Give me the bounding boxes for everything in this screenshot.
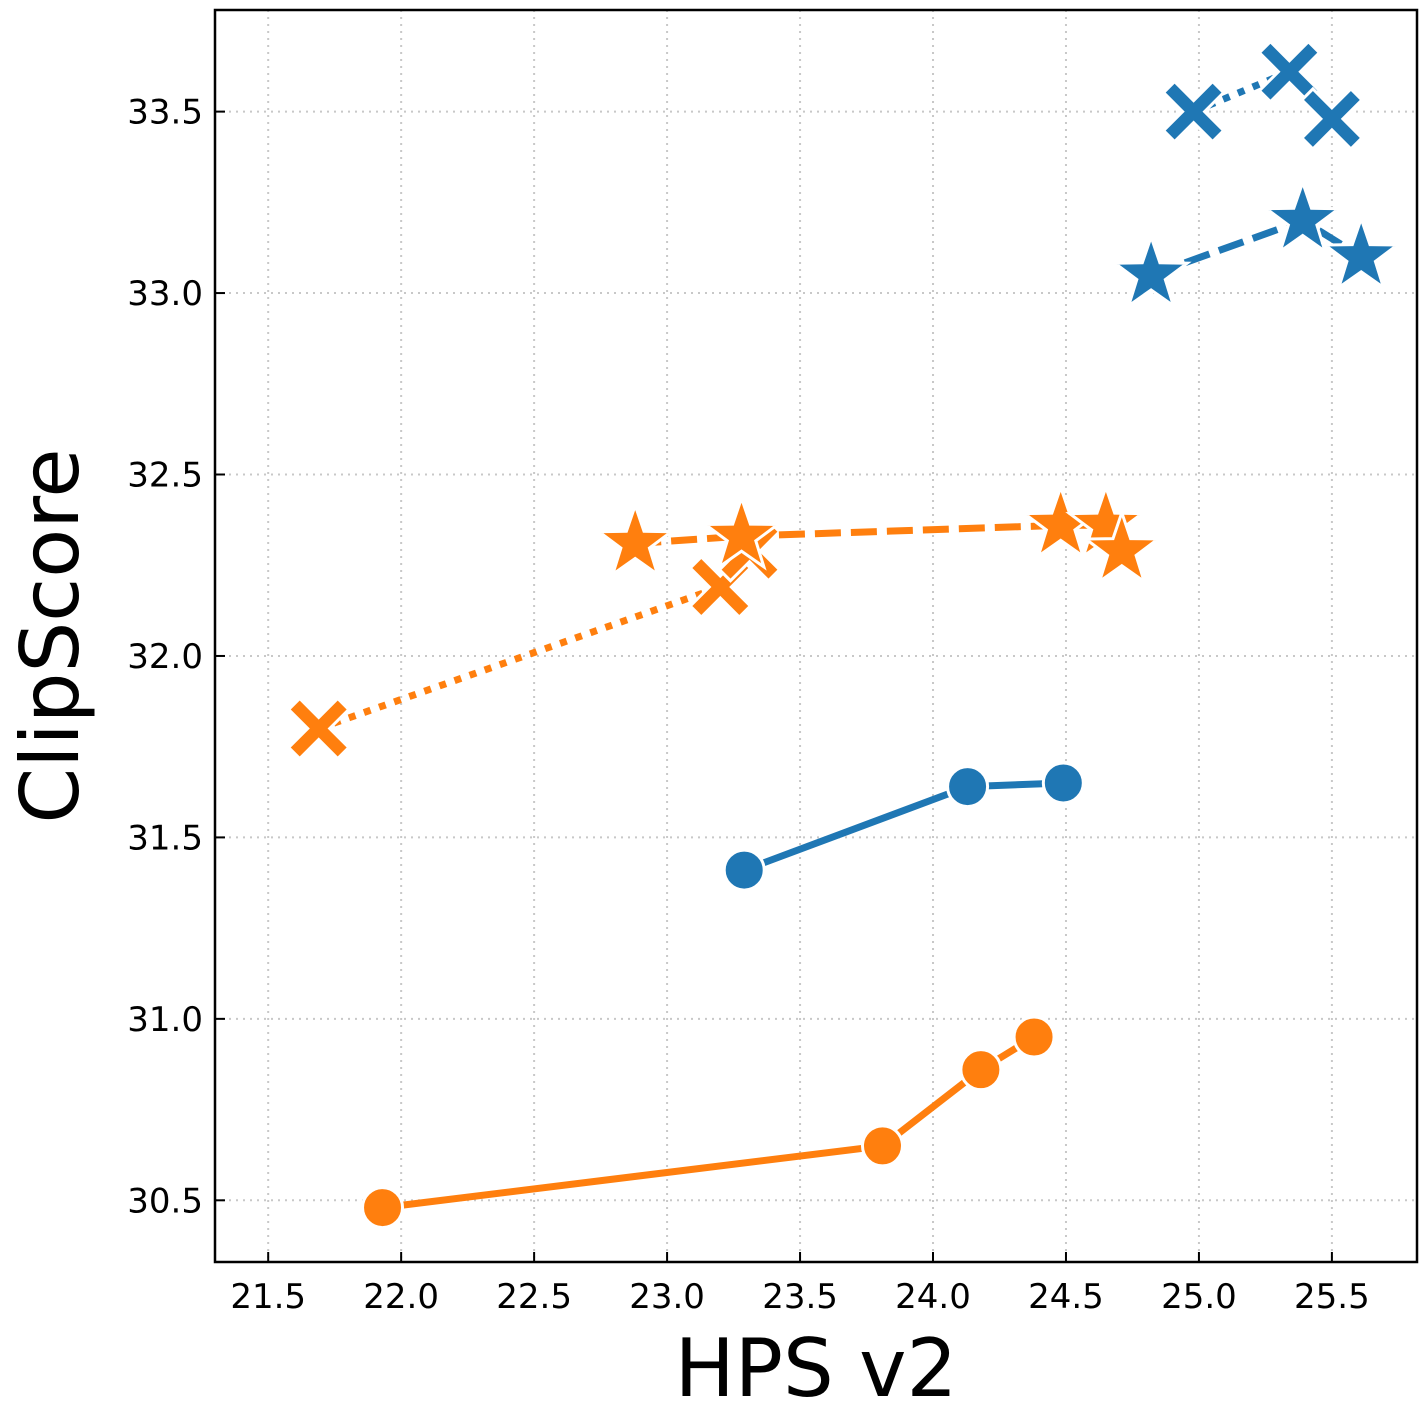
x-tick-label: 23.5 xyxy=(762,1277,838,1317)
plot-frame xyxy=(213,8,1419,1264)
data-point xyxy=(1299,86,1365,152)
series-blue-x xyxy=(1161,39,1365,152)
y-tick-label: 31.5 xyxy=(127,818,203,858)
x-tick-label: 22.0 xyxy=(363,1277,439,1317)
series-orange-star xyxy=(594,482,1163,586)
y-tick-label: 31.0 xyxy=(127,1000,203,1040)
x-tick-label: 22.5 xyxy=(496,1277,572,1317)
series-line xyxy=(742,779,1064,874)
data-point xyxy=(1110,232,1192,310)
y-tick-label: 32.0 xyxy=(127,637,203,677)
data-point xyxy=(700,493,783,571)
ticks: 21.5 22.0 22.5 23.0 23.5 24.0 24.5 25.0 25.5 30.5… xyxy=(127,93,1369,1317)
data-point xyxy=(1161,79,1226,144)
data-point xyxy=(1081,508,1163,586)
data-point xyxy=(286,696,351,761)
x-tick-label: 23.0 xyxy=(629,1277,705,1317)
data-point xyxy=(860,1124,904,1168)
y-tick-label: 32.5 xyxy=(127,456,203,496)
series-line xyxy=(382,1034,1036,1212)
series-orange-circle xyxy=(361,1015,1056,1230)
y-tick-label: 30.5 xyxy=(127,1181,203,1221)
data-point xyxy=(722,848,766,892)
y-axis-title: ClipScore xyxy=(4,448,97,823)
series-blue-circle xyxy=(722,761,1085,892)
data-point xyxy=(1041,761,1085,805)
x-tick-label: 24.0 xyxy=(895,1277,971,1317)
data-point xyxy=(1257,39,1322,104)
x-tick-label: 25.5 xyxy=(1294,1277,1370,1317)
y-tick-label: 33.5 xyxy=(127,93,203,133)
data-point xyxy=(1262,177,1344,255)
data-point xyxy=(946,765,990,809)
x-tick-label: 24.5 xyxy=(1028,1277,1104,1317)
data-point xyxy=(959,1048,1003,1092)
series-blue-star xyxy=(1110,177,1402,310)
y-tick-label: 33.0 xyxy=(127,274,203,314)
data-point xyxy=(1012,1015,1056,1059)
data-point xyxy=(361,1186,405,1230)
data-point xyxy=(594,500,676,578)
grid xyxy=(215,10,1417,1262)
x-axis-title: HPS v2 xyxy=(675,1322,958,1415)
x-tick-label: 25.0 xyxy=(1161,1277,1237,1317)
data-point xyxy=(1320,214,1402,292)
series-layer xyxy=(286,39,1402,1230)
x-tick-label: 21.5 xyxy=(230,1277,306,1317)
